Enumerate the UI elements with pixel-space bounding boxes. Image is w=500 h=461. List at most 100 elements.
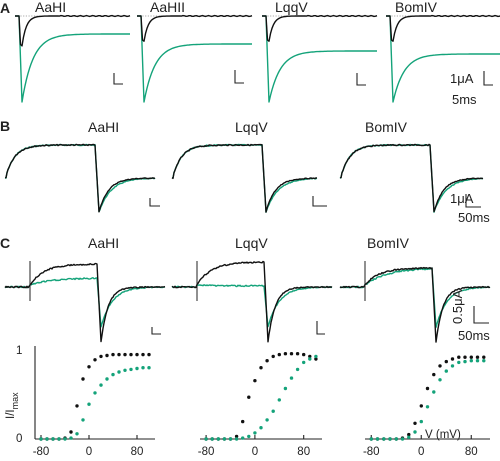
iv-point-bomiv-toxin (438, 378, 442, 382)
iv-point-lqqv-toxin (283, 386, 288, 391)
panel-c-trace-control-lqqv (171, 260, 333, 343)
panel-a-trace-control-lqqv (262, 14, 378, 42)
panel-c-title-2: LqqV (235, 235, 268, 251)
iv-point-bomiv-control (475, 355, 480, 359)
iv-point-bomiv-toxin (407, 435, 411, 439)
iv-point-bomiv-control (457, 355, 461, 359)
iv-point-bomiv-control (419, 404, 423, 408)
iv-point-aahi-control (69, 430, 73, 434)
panel-a-trace-toxin-aahi (15, 15, 130, 103)
iv-xtick-label-bomiv: 80 (465, 446, 478, 458)
panel-a-scale-time: 5ms (452, 92, 477, 107)
panel-c-trace-toxin-bomiv (339, 267, 491, 328)
iv-point-lqqv-toxin (228, 437, 233, 441)
iv-point-bomiv-control (450, 357, 455, 361)
iv-point-aahi-control (123, 352, 127, 357)
panel-c-current-traces (4, 260, 491, 343)
iv-point-lqqv-toxin (271, 409, 275, 413)
panel-b-trace-control-lqqv (171, 143, 317, 213)
panel-b-scale-2 (312, 196, 327, 207)
iv-xtick-label-aahi: -80 (33, 446, 50, 458)
iv-xtick-label-bomiv: 0 (418, 446, 424, 458)
iv-point-aahi-toxin (57, 437, 61, 441)
panel-b-scale-3 (465, 194, 481, 208)
iv-point-bomiv-control (407, 432, 411, 437)
iv-point-lqqv-toxin (259, 426, 263, 430)
iv-point-aahi-toxin (147, 366, 151, 370)
iv-point-aahi-toxin (81, 418, 85, 422)
iv-point-aahi-toxin (105, 377, 109, 381)
iv-point-lqqv-toxin (216, 437, 220, 441)
iv-point-lqqv-toxin (241, 436, 245, 440)
panel-b-letter: B (0, 118, 10, 134)
iv-xtick-label-aahi: 80 (131, 446, 144, 458)
panel-a-title-4: BomIV (395, 0, 438, 15)
panel-c-scale-1 (151, 327, 161, 335)
iv-point-aahi-toxin (75, 432, 79, 436)
iv-point-bomiv-control (469, 355, 473, 359)
iv-point-aahi-control (141, 352, 145, 357)
panel-c-trace-toxin-lqqv (171, 284, 333, 328)
panel-c-title-3: BomIV (367, 235, 410, 251)
iv-point-bomiv-toxin (382, 437, 386, 441)
iv-point-lqqv-toxin (308, 357, 312, 361)
iv-point-lqqv-control (295, 352, 300, 356)
iv-point-lqqv-control (277, 352, 281, 357)
iv-point-bomiv-control (482, 355, 486, 359)
iv-ylabel: I/Imax (5, 392, 20, 419)
panel-b-scale-1 (149, 198, 160, 207)
iv-xtick-label-bomiv: -80 (363, 446, 380, 458)
iv-point-aahi-toxin (45, 437, 49, 441)
panel-b-trace-control-aahi (4, 143, 156, 213)
iv-point-lqqv-control (265, 359, 269, 363)
panel-a-title-1: AaHI (35, 0, 66, 15)
iv-plots: -80 0 80 -80 0 80 -80 0 80 (33, 346, 490, 458)
iv-point-bomiv-control (425, 386, 430, 391)
iv-xlabel: V (mV) (425, 429, 461, 441)
panel-a-current-traces (15, 14, 500, 103)
panel-c-scale-3 (473, 306, 489, 324)
iv-point-aahi-toxin (123, 368, 127, 372)
panel-b-trace-toxin-lqqv (172, 143, 318, 213)
iv-point-lqqv-toxin (204, 437, 208, 441)
panel-b-scale-time: 50ms (458, 210, 490, 225)
iv-point-bomiv-toxin (432, 390, 436, 394)
panel-b-trace-toxin-aahi (4, 143, 156, 213)
iv-point-lqqv-toxin (277, 398, 281, 402)
iv-point-lqqv-toxin (247, 434, 251, 439)
iv-point-lqqv-control (234, 434, 239, 439)
panel-a-scale-1 (113, 73, 123, 85)
iv-point-bomiv-toxin (425, 405, 430, 409)
iv-point-lqqv-toxin (289, 376, 294, 380)
panel-b-scale-current: 1μA (450, 191, 474, 206)
panel-a-trace-control-aahii (137, 14, 253, 42)
iv-ytick-1: 1 (16, 345, 22, 357)
panel-b-current-traces (4, 143, 484, 213)
panel-a-title-3: LqqV (275, 0, 308, 15)
panel-a-trace-control-bomiv (386, 14, 500, 42)
iv-point-aahi-toxin (129, 367, 133, 372)
panel-c-trace-control-aahi (4, 262, 166, 343)
iv-point-bomiv-toxin (413, 430, 417, 434)
iv-point-lqqv-toxin (302, 360, 306, 365)
iv-point-aahi-toxin (69, 436, 73, 440)
iv-xtick-label-lqqv: -80 (198, 446, 215, 458)
iv-point-bomiv-toxin (469, 359, 473, 363)
iv-point-aahi-control (75, 404, 79, 408)
iv-point-bomiv-control (432, 372, 436, 377)
panel-a-scale-2 (234, 70, 244, 84)
iv-point-aahi-control (117, 352, 121, 357)
iv-point-aahi-control (129, 352, 133, 357)
panel-a-scale-current: 1μA (450, 71, 474, 86)
iv-point-lqqv-control (308, 354, 312, 359)
iv-point-aahi-toxin (93, 391, 97, 395)
iv-point-bomiv-control (438, 364, 442, 368)
iv-point-aahi-toxin (117, 370, 121, 374)
panel-a-trace-control-aahi (15, 14, 131, 47)
iv-point-bomiv-toxin (388, 437, 392, 441)
panel-a-scale-4 (483, 71, 493, 86)
iv-point-aahi-toxin (99, 383, 103, 387)
iv-point-lqqv-toxin (314, 354, 318, 359)
panel-a-letter: A (0, 0, 10, 16)
